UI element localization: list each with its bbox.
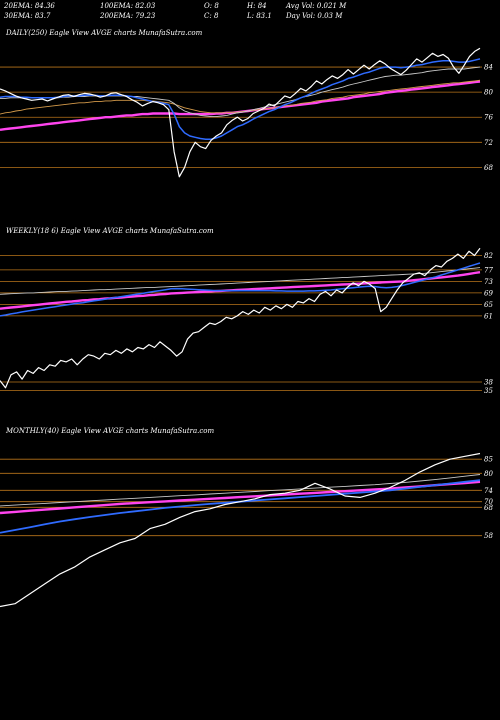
stat-open: O: 8: [204, 2, 219, 10]
stat-30ema: 30EMA: 83.7: [4, 12, 51, 20]
weekly-panel-title: WEEKLY(18 6) Eagle View AVGE charts Muna…: [6, 227, 214, 235]
monthly-y-tick-label: 74: [484, 487, 493, 495]
weekly-y-tick-label: 38: [484, 379, 493, 387]
monthly-y-tick-label: 85: [484, 456, 493, 464]
stat-200ema: 200EMA: 79.23: [100, 12, 156, 20]
monthly-series-price: [0, 452, 481, 608]
weekly-series-price: [0, 247, 481, 389]
monthly-y-tick-label: 80: [484, 470, 493, 478]
monthly-y-tick-label: 70: [484, 498, 493, 506]
stat-100ema: 100EMA: 82.03: [100, 2, 156, 10]
stat-avg-vol: Avg Vol: 0.021 M: [286, 2, 347, 10]
stat-20ema: 20EMA: 84.36: [4, 2, 55, 10]
weekly-y-tick-label: 65: [484, 301, 493, 309]
monthly-panel-title: MONTHLY(40) Eagle View AVGE charts Munaf…: [6, 427, 215, 435]
daily-series-ema-slow: [0, 79, 481, 115]
daily-y-tick-label: 76: [484, 114, 493, 122]
daily-series-price: [0, 47, 481, 178]
weekly-y-tick-label: 82: [484, 252, 493, 260]
weekly-series-ema-grey: [0, 267, 481, 295]
monthly-series-ema-pink: [0, 480, 481, 515]
daily-y-tick-label: 72: [484, 139, 493, 147]
daily-series-ema-200: [0, 80, 481, 131]
daily-y-tick-label: 80: [484, 89, 493, 97]
daily-y-tick-label: 84: [484, 64, 493, 72]
weekly-y-tick-label: 69: [484, 289, 493, 297]
weekly-y-tick-label: 77: [484, 266, 493, 274]
daily-series-ema-fast: [0, 58, 481, 140]
monthly-y-tick-label: 58: [484, 532, 493, 540]
weekly-y-tick-label: 73: [484, 278, 493, 286]
weekly-y-tick-label: 35: [484, 387, 493, 395]
stat-low: L: 83.1: [247, 12, 272, 20]
monthly-y-tick-label: 68: [484, 504, 493, 512]
daily-y-tick-label: 68: [484, 164, 493, 172]
stat-day-vol: Day Vol: 0.03 M: [286, 12, 343, 20]
daily-panel-title: DAILY(250) Eagle View AVGE charts Munafa…: [6, 29, 203, 37]
stat-high: H: 84: [247, 2, 267, 10]
weekly-y-tick-label: 61: [484, 312, 493, 320]
stat-close: C: 8: [204, 12, 219, 20]
